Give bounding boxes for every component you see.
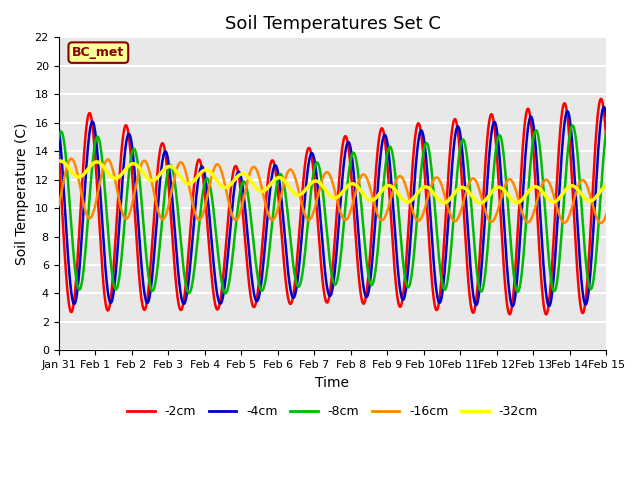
- -8cm: [150, 287, 157, 293]
- -4cm: [54, 123, 62, 129]
- -4cm: [265, 202, 273, 207]
- -32cm: [54, 158, 62, 164]
- Legend: -2cm, -4cm, -8cm, -16cm, -32cm: -2cm, -4cm, -8cm, -16cm, -32cm: [122, 400, 543, 423]
- -32cm: [289, 189, 296, 194]
- -2cm: [54, 148, 62, 154]
- -32cm: [477, 200, 484, 206]
- -32cm: [265, 183, 273, 189]
- -4cm: [117, 197, 125, 203]
- -2cm: [597, 96, 605, 102]
- -8cm: [592, 254, 600, 260]
- -16cm: [592, 212, 600, 218]
- -16cm: [150, 188, 157, 194]
- -32cm: [592, 194, 600, 200]
- -16cm: [117, 206, 125, 212]
- Line: -4cm: -4cm: [58, 107, 607, 306]
- -2cm: [603, 139, 611, 145]
- -8cm: [533, 128, 541, 134]
- -32cm: [533, 184, 541, 190]
- -32cm: [117, 172, 125, 178]
- -8cm: [265, 252, 273, 258]
- -16cm: [597, 220, 605, 226]
- -8cm: [117, 260, 125, 266]
- -4cm: [150, 259, 157, 264]
- -4cm: [603, 113, 611, 119]
- -8cm: [221, 290, 229, 296]
- -8cm: [54, 136, 62, 142]
- Line: -2cm: -2cm: [58, 99, 607, 314]
- -4cm: [592, 185, 600, 191]
- -4cm: [509, 303, 516, 309]
- -8cm: [603, 127, 611, 132]
- Text: BC_met: BC_met: [72, 46, 124, 59]
- -2cm: [592, 135, 600, 141]
- Y-axis label: Soil Temperature (C): Soil Temperature (C): [15, 122, 29, 265]
- Line: -16cm: -16cm: [58, 159, 607, 223]
- -2cm: [289, 297, 296, 303]
- -2cm: [533, 201, 541, 207]
- -32cm: [150, 178, 157, 183]
- Title: Soil Temperatures Set C: Soil Temperatures Set C: [225, 15, 440, 33]
- -16cm: [265, 213, 273, 218]
- -32cm: [56, 158, 64, 164]
- -2cm: [150, 221, 157, 227]
- -16cm: [289, 168, 296, 174]
- -8cm: [289, 256, 296, 262]
- -16cm: [603, 211, 611, 217]
- Line: -32cm: -32cm: [58, 161, 607, 203]
- -16cm: [533, 199, 541, 204]
- -16cm: [54, 203, 62, 208]
- -8cm: [568, 122, 576, 128]
- -4cm: [533, 159, 541, 165]
- -32cm: [603, 182, 611, 188]
- -4cm: [289, 294, 296, 300]
- Line: -8cm: -8cm: [58, 125, 607, 293]
- X-axis label: Time: Time: [316, 376, 349, 390]
- -2cm: [542, 312, 550, 317]
- -2cm: [265, 172, 273, 178]
- -4cm: [600, 104, 608, 110]
- -2cm: [117, 154, 125, 160]
- -16cm: [67, 156, 75, 162]
